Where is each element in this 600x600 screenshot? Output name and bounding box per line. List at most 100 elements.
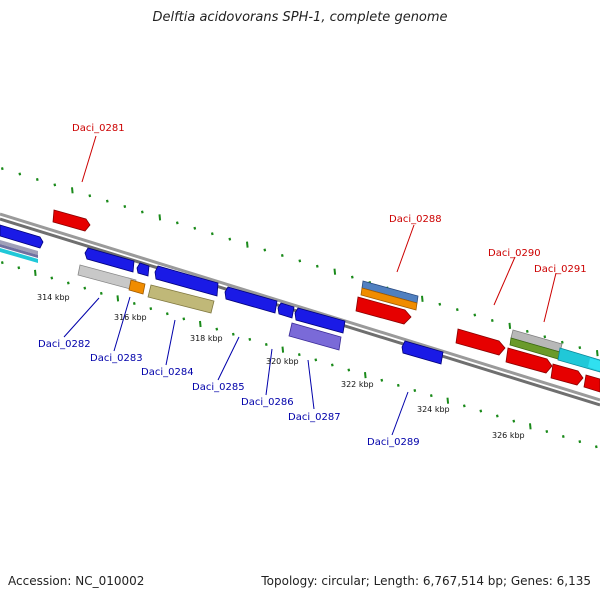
gene-label-daci-0291[interactable]: Daci_0291 [534,264,587,275]
gene-feature-daci-0286[interactable] [277,302,295,319]
scale-tick [446,397,450,404]
gene-label-daci-0287[interactable]: Daci_0287 [288,412,341,423]
scale-tick [455,308,459,312]
gene-feature-daci-0289[interactable] [401,340,444,365]
scale-tick [35,177,39,181]
scale-tick [17,266,21,270]
gene-feature[interactable] [0,224,44,249]
scale-tick [149,307,153,311]
gene-feature-daci-0288[interactable] [355,296,412,325]
gene-feature[interactable] [360,287,418,311]
scale-tick [18,172,22,176]
gene-features [0,209,600,393]
scale-tick [158,214,162,221]
gene-feature-daci-0287[interactable] [288,322,342,351]
scale-label: 314 kbp [37,293,70,302]
scale-label: 316 kbp [114,313,147,322]
scale-tick [297,353,301,357]
scale-tick [380,378,384,382]
gene-label-daci-0281[interactable]: Daci_0281 [72,123,125,134]
scale-tick [438,302,442,306]
scale-tick [280,253,284,257]
scale-tick [543,335,547,339]
scale-tick [333,268,337,275]
scale-tick [175,221,179,225]
gene-feature[interactable] [154,265,219,297]
scale-ticks [0,167,599,449]
scale-tick [490,319,494,323]
scale-tick [248,337,252,341]
gene-feature[interactable] [505,347,553,374]
scale-tick [413,388,417,392]
scale-tick [83,286,87,290]
scale-tick [123,205,127,209]
label-leader-lines [63,135,557,436]
scale-tick [116,295,120,302]
gene-feature-daci-0284[interactable] [147,284,215,314]
gene-feature[interactable] [84,247,135,273]
scale-tick [560,340,564,344]
gene-label-daci-0290[interactable]: Daci_0290 [488,248,541,259]
scale-tick [578,346,582,350]
scale-label: 326 kbp [492,431,525,440]
scale-tick [347,368,351,372]
gene-label-daci-0288[interactable]: Daci_0288 [389,214,442,225]
scale-tick [421,295,424,302]
gene-feature[interactable] [0,244,38,258]
gene-feature-daci-0291[interactable] [550,363,584,386]
gene-feature[interactable] [0,248,38,263]
scale-tick [314,358,318,362]
gene-feature-daci-0283[interactable] [128,279,146,295]
accession-text: Accession: NC_010002 [8,574,145,588]
scale-tick [298,259,302,263]
scale-label: 320 kbp [266,357,299,366]
gene-feature[interactable] [136,262,150,277]
gene-feature-daci-0285[interactable] [224,286,278,314]
scale-tick [364,372,367,379]
gene-label-daci-0289[interactable]: Daci_0289 [367,437,420,448]
gene-label-daci-0285[interactable]: Daci_0285 [192,382,245,393]
scale-labels: 314 kbp 316 kbp 318 kbp 320 kbp 322 kbp … [37,293,525,440]
scale-tick [350,275,354,279]
gene-label-daci-0282[interactable]: Daci_0282 [38,339,91,350]
scale-tick [66,281,70,285]
scale-tick [228,237,232,241]
gene-feature[interactable] [583,374,600,393]
scale-tick [429,394,433,398]
gene-feature-daci-0290[interactable] [455,328,506,356]
scale-tick [396,383,400,387]
scale-tick [462,404,466,408]
gene-feature-daci-0281[interactable] [52,209,91,232]
gene-labels: Daci_0281 Daci_0288 Daci_0290 Daci_0291 … [38,123,587,448]
scale-tick [508,322,512,329]
scale-tick [529,423,532,430]
scale-tick [479,409,483,413]
scale-tick [330,363,334,367]
scale-tick [215,327,219,331]
scale-tick [182,317,186,321]
gene-label-daci-0286[interactable]: Daci_0286 [241,397,294,408]
scale-tick [132,302,136,306]
map-title: Delftia acidovorans SPH-1, complete geno… [152,10,448,25]
scale-tick [71,187,74,194]
scale-label: 322 kbp [341,380,374,389]
scale-tick [165,312,169,316]
scale-tick [495,414,499,418]
scale-tick [105,199,109,203]
scale-tick [193,226,197,230]
scale-tick [281,346,285,353]
scale-tick [315,264,319,268]
scale-tick [512,419,516,423]
scale-tick [53,183,57,187]
gene-feature[interactable] [294,307,346,334]
scale-tick [140,210,144,214]
scale-tick [264,342,268,346]
gene-feature[interactable] [0,240,38,255]
gene-label-daci-0284[interactable]: Daci_0284 [141,367,194,378]
gene-feature[interactable] [588,358,600,371]
gene-label-daci-0283[interactable]: Daci_0283 [90,353,143,364]
scale-tick [99,291,103,295]
scale-tick [34,269,37,276]
